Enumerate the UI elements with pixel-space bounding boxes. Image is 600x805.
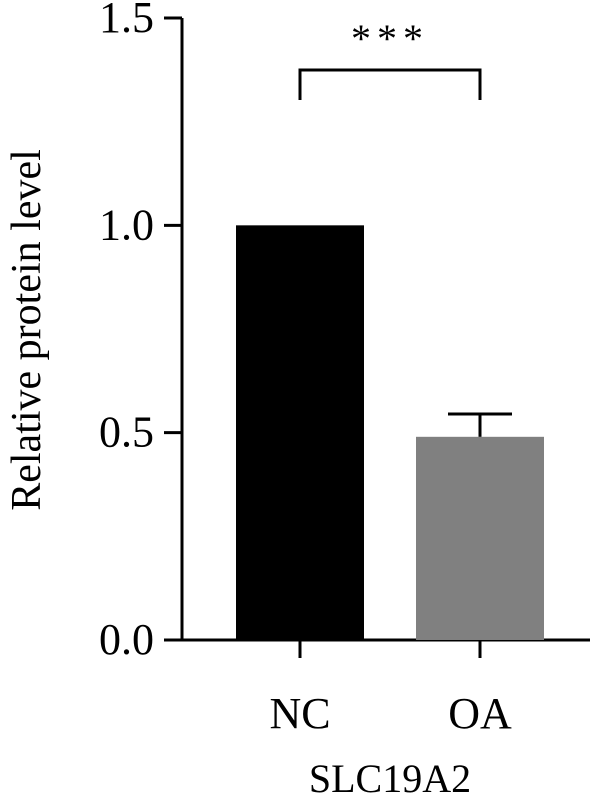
significance-bracket-line [298, 68, 482, 100]
y-tick-label: 1.5 [99, 0, 154, 42]
bar-nc [236, 225, 364, 641]
y-axis-title: Relative protein level [4, 149, 50, 511]
y-tick-label: 0.5 [99, 408, 154, 457]
bar-oa [416, 436, 544, 640]
x-tick-label: OA [448, 689, 512, 738]
bars [236, 225, 544, 641]
error-bars [448, 412, 512, 437]
y-tick-label: 1.0 [99, 200, 154, 249]
y-tick-label: 0.0 [99, 615, 154, 664]
x-axis: NC OA [182, 638, 590, 738]
x-axis-group-label: SLC19A2 [309, 756, 471, 801]
significance-label: *** [351, 16, 429, 61]
x-tick-label: NC [269, 689, 330, 738]
significance-bracket: *** [298, 16, 482, 100]
y-axis: 0.0 0.5 1.0 1.5 [99, 0, 184, 664]
